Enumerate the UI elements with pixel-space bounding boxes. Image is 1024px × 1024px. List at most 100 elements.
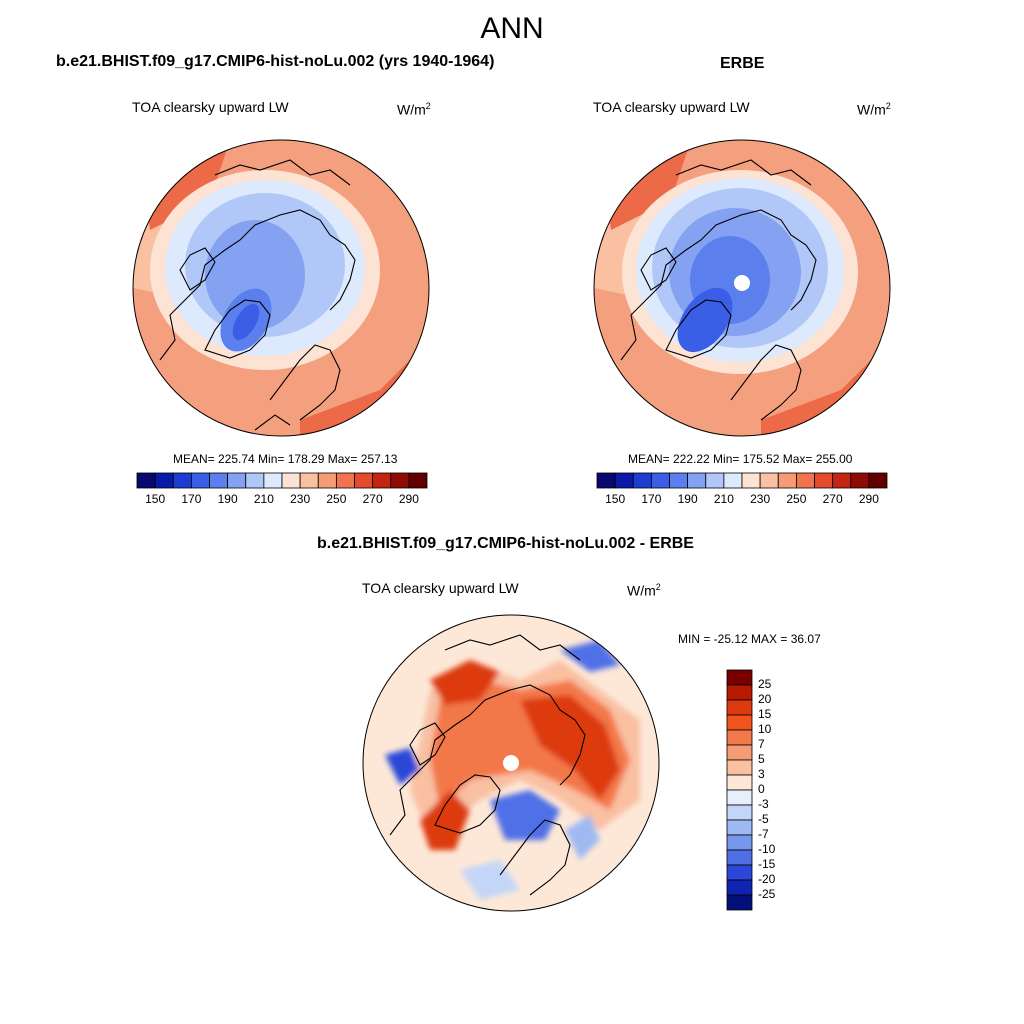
diff-colorbar-tick-label: -15 <box>758 857 776 871</box>
diff-colorbar-box <box>726 729 753 746</box>
diff-colorbar <box>726 669 753 911</box>
diff-colorbar-box <box>726 714 753 731</box>
diff-coastlines <box>389 634 586 896</box>
figure-title: ANN <box>480 12 544 45</box>
left-variable-label: TOA clearsky upward LW <box>132 99 289 115</box>
left-colorbar-box <box>136 472 156 489</box>
diff-colorbar-box <box>726 669 753 686</box>
left-colorbar-box <box>317 472 337 489</box>
right-coastlines <box>620 159 817 421</box>
diff-colorbar-box <box>726 699 753 716</box>
right-colorbar-box <box>850 472 870 489</box>
left-colorbar-tick-label: 230 <box>290 492 311 506</box>
diff-colorbar-tick-label: 3 <box>758 767 765 781</box>
right-colorbar-box <box>814 472 834 489</box>
left-colorbar-tick-label: 150 <box>145 492 166 506</box>
left-colorbar-box <box>190 472 210 489</box>
left-map <box>133 140 429 436</box>
right-colorbar-box <box>632 472 652 489</box>
left-colorbar-box <box>209 472 229 489</box>
diff-colorbar-tick-label: -25 <box>758 887 776 901</box>
diff-stats: MIN = -25.12 MAX = 36.07 <box>678 632 821 646</box>
diff-colorbar-tick-label: -10 <box>758 842 776 856</box>
right-stats: MEAN= 222.22 Min= 175.52 Max= 255.00 <box>628 452 853 466</box>
right-colorbar-box <box>759 472 779 489</box>
right-colorbar-tick-label: 230 <box>750 492 771 506</box>
diff-colorbar-box <box>726 879 753 896</box>
right-colorbar-box <box>795 472 815 489</box>
diff-colorbar-tick-label: 10 <box>758 722 772 736</box>
diff-colorbar-tick-label: -20 <box>758 872 776 886</box>
right-colorbar-box <box>687 472 707 489</box>
left-colorbar-tick-label: 270 <box>362 492 383 506</box>
diff-variable-label: TOA clearsky upward LW <box>362 580 519 596</box>
left-colorbar-box <box>263 472 283 489</box>
diff-colorbar-box <box>726 774 753 791</box>
right-colorbar-box <box>650 472 670 489</box>
right-map-boundary <box>593 139 891 437</box>
diff-colorbar-box <box>726 849 753 866</box>
diff-colorbar-box <box>726 804 753 821</box>
right-map <box>594 140 890 436</box>
left-colorbar <box>136 472 428 489</box>
right-colorbar-tick-label: 170 <box>641 492 662 506</box>
left-colorbar-box <box>408 472 428 489</box>
left-colorbar-box <box>245 472 265 489</box>
left-stats: MEAN= 225.74 Min= 178.29 Max= 257.13 <box>173 452 398 466</box>
diff-colorbar-tick-label: 25 <box>758 677 772 691</box>
left-colorbar-tick-label: 170 <box>181 492 202 506</box>
left-colorbar-box <box>372 472 392 489</box>
left-colorbar-tick-label: 290 <box>398 492 419 506</box>
diff-colorbar-tick-label: -5 <box>758 812 769 826</box>
diff-units: W/m2 <box>627 582 661 599</box>
left-colorbar-box <box>281 472 301 489</box>
diff-colorbar-tick-label: 0 <box>758 782 765 796</box>
diff-colorbar-tick-label: 20 <box>758 692 772 706</box>
left-panel-title: b.e21.BHIST.f09_g17.CMIP6-hist-noLu.002 … <box>56 53 495 70</box>
left-colorbar-box <box>227 472 247 489</box>
left-colorbar-box <box>354 472 374 489</box>
left-units: W/m2 <box>397 101 431 118</box>
right-colorbar-box <box>741 472 761 489</box>
diff-map <box>363 615 659 911</box>
right-colorbar-box <box>832 472 852 489</box>
right-colorbar-box <box>614 472 634 489</box>
diff-colorbar-tick-label: 15 <box>758 707 772 721</box>
right-colorbar-tick-label: 250 <box>786 492 807 506</box>
left-map-boundary <box>132 139 430 437</box>
right-colorbar-box <box>868 472 888 489</box>
right-colorbar-box <box>705 472 725 489</box>
right-colorbar-box <box>777 472 797 489</box>
left-colorbar-box <box>390 472 410 489</box>
left-colorbar-box <box>335 472 355 489</box>
left-colorbar-tick-label: 190 <box>217 492 238 506</box>
diff-colorbar-box <box>726 759 753 776</box>
diff-map-boundary <box>362 614 660 912</box>
left-colorbar-tick-label: 250 <box>326 492 347 506</box>
right-panel-title: ERBE <box>720 55 765 72</box>
diff-colorbar-box <box>726 834 753 851</box>
diff-colorbar-box <box>726 684 753 701</box>
right-colorbar-tick-label: 290 <box>858 492 879 506</box>
diff-panel-title: b.e21.BHIST.f09_g17.CMIP6-hist-noLu.002 … <box>317 535 694 552</box>
diff-colorbar-box <box>726 819 753 836</box>
right-colorbar <box>596 472 888 489</box>
left-colorbar-box <box>154 472 174 489</box>
left-colorbar-box <box>299 472 319 489</box>
right-colorbar-box <box>669 472 689 489</box>
right-colorbar-tick-label: 270 <box>822 492 843 506</box>
right-units: W/m2 <box>857 101 891 118</box>
diff-colorbar-box <box>726 789 753 806</box>
left-colorbar-tick-label: 210 <box>253 492 274 506</box>
right-colorbar-box <box>596 472 616 489</box>
right-variable-label: TOA clearsky upward LW <box>593 99 750 115</box>
right-colorbar-tick-label: 210 <box>713 492 734 506</box>
diff-colorbar-tick-label: 7 <box>758 737 765 751</box>
diff-colorbar-box <box>726 864 753 881</box>
diff-colorbar-tick-label: 5 <box>758 752 765 766</box>
diff-colorbar-tick-label: -3 <box>758 797 769 811</box>
diff-colorbar-box <box>726 894 753 911</box>
right-colorbar-tick-label: 190 <box>677 492 698 506</box>
right-colorbar-box <box>723 472 743 489</box>
